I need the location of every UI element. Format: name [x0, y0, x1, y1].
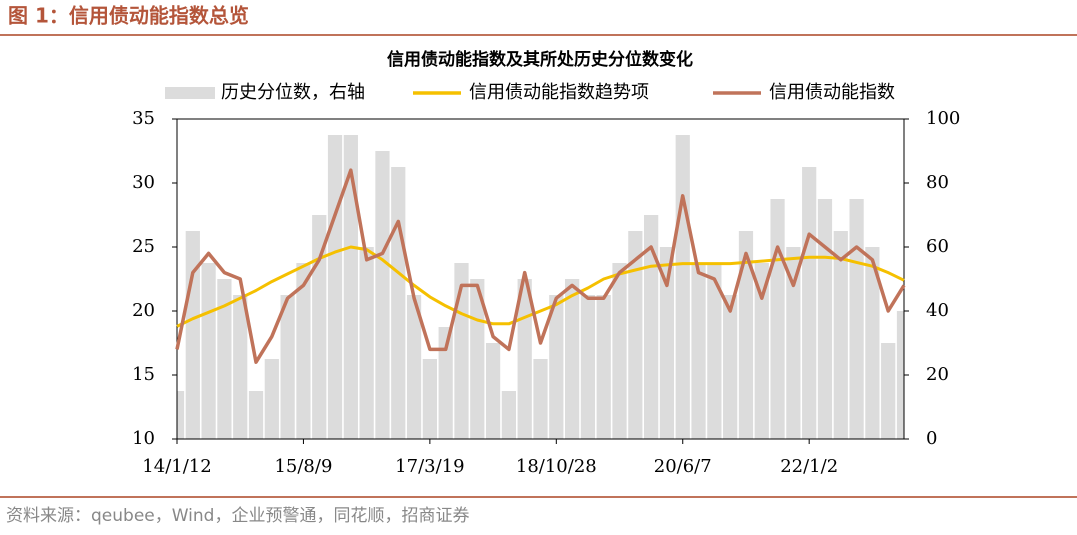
percentile-bar [501, 391, 517, 439]
percentile-bar [185, 231, 200, 439]
percentile-bar [359, 247, 374, 439]
percentile-bar [896, 311, 904, 439]
percentile-bar [312, 215, 327, 439]
percentile-bar [422, 359, 437, 439]
percentile-bar [580, 295, 596, 439]
percentile-bar [201, 263, 216, 439]
legend-label: 信用债动能指数 [769, 82, 895, 103]
series-line [175, 168, 906, 364]
percentile-bar [644, 215, 659, 439]
percentile-bar [612, 263, 627, 439]
percentile-bar [596, 295, 611, 439]
percentile-bar [865, 247, 880, 439]
x-tick-label: 14/1/12 [142, 456, 211, 477]
percentile-bar [770, 199, 785, 439]
legend-label: 信用债动能指数趋势项 [469, 82, 649, 103]
percentile-bar [675, 135, 690, 439]
percentile-bar [754, 263, 769, 439]
percentile-bar [564, 279, 580, 439]
y-tick-label: 20 [132, 300, 155, 321]
y-tick-label: 15 [132, 364, 155, 385]
legend-label: 历史分位数，右轴 [221, 82, 365, 103]
percentile-bar [391, 167, 406, 439]
percentile-bar [327, 135, 343, 439]
percentile-bar [375, 151, 390, 439]
figure-title: 图 1：信用债动能指数总览 [8, 4, 249, 28]
chart-title: 信用债动能指数及其所处历史分位数变化 [387, 49, 693, 70]
percentile-bar [817, 199, 833, 439]
x-tick-label: 17/3/19 [395, 456, 464, 477]
percentile-bar [177, 391, 185, 439]
percentile-bar [233, 295, 248, 439]
percentile-bar [691, 263, 706, 439]
y-tick-label: 10 [132, 428, 155, 449]
percentile-bar [802, 167, 817, 439]
y2-tick-label: 60 [926, 236, 949, 257]
x-tick-label: 18/10/28 [516, 456, 597, 477]
percentile-bar [280, 295, 295, 439]
x-tick-label: 15/8/9 [274, 456, 332, 477]
y2-tick-label: 20 [926, 364, 949, 385]
percentile-bar [406, 295, 422, 439]
percentile-bar [485, 343, 501, 439]
percentile-bar [881, 343, 896, 439]
percentile-bar [217, 279, 232, 439]
source-note: 资料来源：qeubee，Wind，企业预警通，同花顺，招商证券 [6, 506, 469, 526]
y-tick-label: 25 [132, 236, 155, 257]
percentile-bar [264, 359, 279, 439]
percentile-bar [723, 295, 738, 439]
percentile-bar [549, 295, 564, 439]
percentile-bar [659, 247, 675, 439]
y2-tick-label: 80 [926, 172, 949, 193]
x-tick-label: 22/1/2 [780, 456, 838, 477]
y-tick-label: 35 [132, 108, 155, 129]
percentile-bar [628, 231, 643, 439]
percentile-bar [438, 327, 453, 439]
y-tick-label: 30 [132, 172, 155, 193]
y2-tick-label: 0 [926, 428, 937, 449]
percentile-bar [833, 231, 848, 439]
percentile-bar [738, 231, 754, 439]
percentile-bar [533, 359, 548, 439]
legend-swatch [165, 87, 215, 99]
percentile-bar [296, 263, 311, 439]
percentile-bar [343, 135, 358, 439]
percentile-bar [248, 391, 264, 439]
percentile-bar [786, 247, 801, 439]
x-tick-label: 20/6/7 [654, 456, 712, 477]
percentile-bar [707, 263, 722, 439]
percentile-bar [849, 199, 864, 439]
y2-tick-label: 100 [926, 108, 960, 129]
y2-tick-label: 40 [926, 300, 949, 321]
